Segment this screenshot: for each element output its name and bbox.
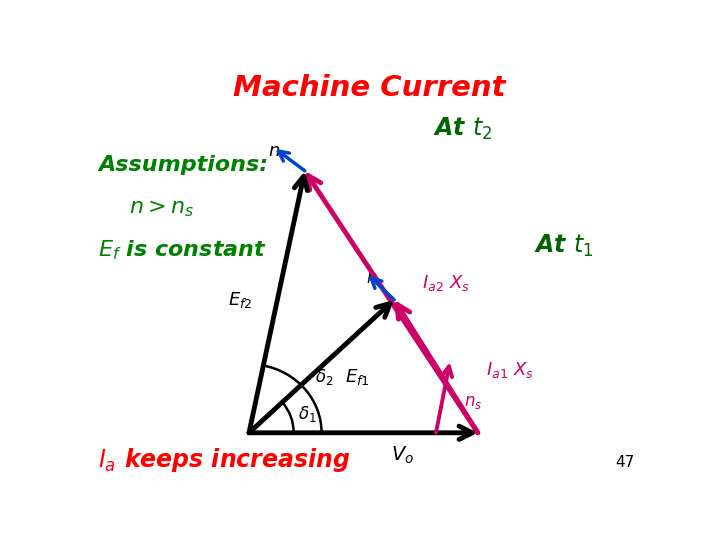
Text: $E_{f1}$: $E_{f1}$ xyxy=(346,367,370,387)
Text: $n > n_s$: $n > n_s$ xyxy=(129,198,194,219)
Text: $n$: $n$ xyxy=(366,269,377,287)
Text: Assumptions:: Assumptions: xyxy=(99,154,269,174)
Text: $E_f$ is constant: $E_f$ is constant xyxy=(99,238,267,262)
Text: At $t_2$: At $t_2$ xyxy=(433,116,492,143)
Text: At $t_1$: At $t_1$ xyxy=(534,233,593,259)
Text: $n$: $n$ xyxy=(268,143,280,160)
Text: $V_o$: $V_o$ xyxy=(391,445,414,467)
Text: Machine Current: Machine Current xyxy=(233,73,505,102)
Text: $I_a$ keeps increasing: $I_a$ keeps increasing xyxy=(99,446,351,474)
Text: $I_{a1}\ X_s$: $I_{a1}\ X_s$ xyxy=(486,360,534,380)
Text: $\delta_2$: $\delta_2$ xyxy=(315,367,333,387)
Text: $E_{f2}$: $E_{f2}$ xyxy=(228,290,253,310)
Text: 47: 47 xyxy=(615,455,634,470)
Text: $\delta_1$: $\delta_1$ xyxy=(298,404,317,424)
Text: $I_{a2}\ X_s$: $I_{a2}\ X_s$ xyxy=(422,273,470,293)
Text: $n_s$: $n_s$ xyxy=(464,393,482,410)
